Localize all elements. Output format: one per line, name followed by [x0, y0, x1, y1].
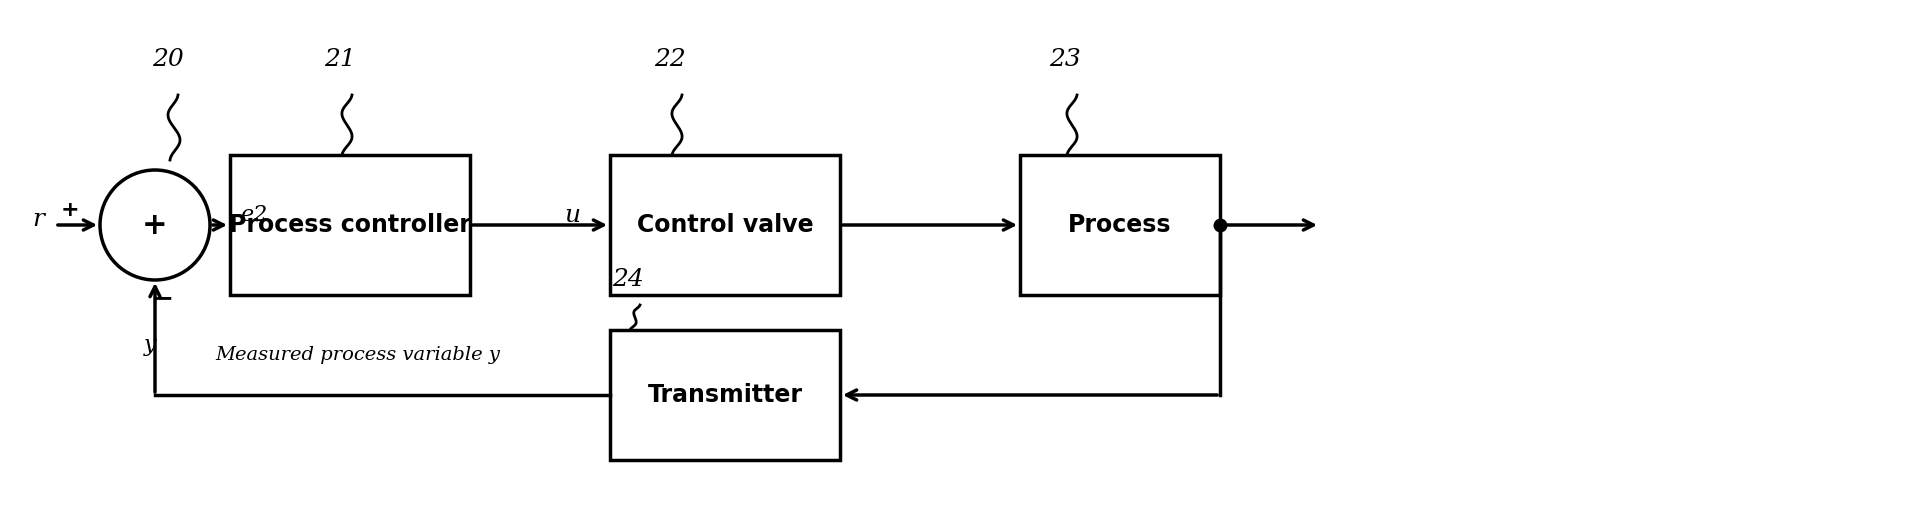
Bar: [611, 155, 839, 295]
Bar: [1020, 155, 1220, 295]
Text: r: r: [33, 209, 44, 232]
Text: 20: 20: [152, 48, 184, 72]
Bar: [611, 330, 839, 460]
Text: +: +: [61, 200, 79, 220]
Circle shape: [100, 170, 209, 280]
Text: y: y: [144, 334, 156, 356]
Text: e2: e2: [240, 204, 267, 226]
Text: 23: 23: [1049, 48, 1082, 72]
Text: Process: Process: [1068, 213, 1172, 237]
Text: Transmitter: Transmitter: [647, 383, 803, 407]
Text: Control valve: Control valve: [636, 213, 813, 237]
Text: Process controller: Process controller: [229, 213, 471, 237]
Text: +: +: [142, 210, 167, 239]
Text: u: u: [565, 203, 580, 227]
Text: −: −: [152, 286, 173, 310]
Bar: [231, 155, 471, 295]
Text: 24: 24: [613, 269, 644, 292]
Text: 22: 22: [655, 48, 686, 72]
Text: 21: 21: [325, 48, 355, 72]
Text: Measured process variable y: Measured process variable y: [215, 346, 499, 364]
